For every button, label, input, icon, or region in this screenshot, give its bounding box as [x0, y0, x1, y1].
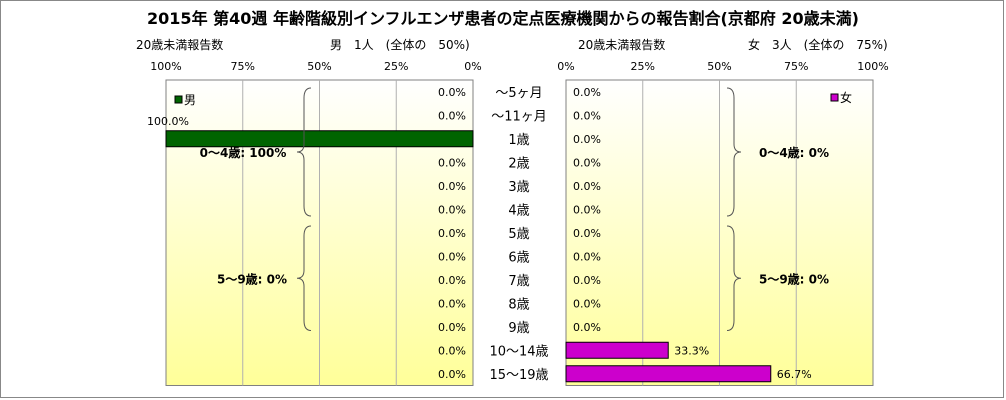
category-label: 2歳	[508, 156, 529, 171]
category-label: 1歳	[508, 133, 529, 148]
female-legend-label: 女	[840, 90, 852, 105]
category-label: 〜11ヶ月	[491, 109, 547, 124]
male-brace-0-4	[296, 87, 312, 217]
category-label: 4歳	[508, 203, 529, 218]
male-value-label: 0.0%	[438, 86, 466, 99]
category-label: 8歳	[508, 297, 529, 312]
female-value-label: 66.7%	[777, 368, 812, 381]
female-brace-0-4	[726, 87, 742, 217]
female-x-tick-label: 100%	[857, 60, 888, 73]
category-label: 6歳	[508, 250, 529, 265]
female-x-tick-label: 50%	[707, 60, 731, 73]
female-value-label: 0.0%	[573, 86, 601, 99]
female-value-label: 0.0%	[573, 250, 601, 263]
category-label: 9歳	[508, 321, 529, 336]
female-annotation-0-4: 0〜4歳: 0%	[759, 145, 829, 160]
category-label: 5歳	[508, 227, 529, 242]
male-brace-5-9	[296, 225, 312, 331]
female-header-total: 女 3人 (全体の 75%)	[748, 38, 888, 52]
female-x-tick-label: 75%	[784, 60, 808, 73]
male-value-label: 0.0%	[438, 227, 466, 240]
female-bar	[565, 341, 669, 359]
male-value-label: 0.0%	[438, 297, 466, 310]
female-value-label: 0.0%	[573, 274, 601, 287]
female-value-label: 0.0%	[573, 203, 601, 216]
female-x-tick-label: 0%	[557, 60, 574, 73]
female-value-label: 0.0%	[573, 133, 601, 146]
female-header-label: 20歳未満報告数	[578, 38, 666, 52]
female-x-tick-label: 25%	[631, 60, 655, 73]
female-annotation-5-9: 5〜9歳: 0%	[759, 271, 829, 286]
chart-title: 2015年 第40週 年齢階級別インフルエンザ患者の定点医療機関からの報告割合(…	[147, 9, 859, 28]
male-value-label: 0.0%	[438, 180, 466, 193]
female-value-label: 33.3%	[674, 344, 709, 357]
male-x-tick-label: 0%	[464, 60, 481, 73]
female-value-label: 0.0%	[573, 156, 601, 169]
male-value-label: 0.0%	[438, 109, 466, 122]
female-value-label: 0.0%	[573, 297, 601, 310]
male-value-label: 0.0%	[438, 274, 466, 287]
category-label: 7歳	[508, 274, 529, 289]
male-legend-swatch	[174, 95, 183, 104]
male-value-label: 0.0%	[438, 250, 466, 263]
male-x-tick-label: 100%	[150, 60, 181, 73]
male-value-label: 0.0%	[438, 156, 466, 169]
male-bar	[165, 130, 474, 148]
category-label: 〜5ヶ月	[495, 86, 542, 101]
male-x-tick-label: 75%	[231, 60, 255, 73]
male-annotation-0-4: 0〜4歳: 100%	[200, 145, 287, 160]
male-value-label: 0.0%	[438, 321, 466, 334]
male-value-label: 0.0%	[438, 344, 466, 357]
female-brace-5-9	[726, 225, 742, 331]
female-value-label: 0.0%	[573, 227, 601, 240]
female-value-label: 0.0%	[573, 180, 601, 193]
male-value-label: 100.0%	[147, 115, 189, 128]
male-x-tick-label: 50%	[307, 60, 331, 73]
male-header-label: 20歳未満報告数	[136, 38, 224, 52]
male-annotation-5-9: 5〜9歳: 0%	[217, 271, 287, 286]
category-label: 3歳	[508, 180, 529, 195]
female-bar	[565, 365, 772, 383]
female-value-label: 0.0%	[573, 321, 601, 334]
category-label: 10〜14歳	[489, 344, 548, 359]
male-header-total: 男 1人 (全体の 50%)	[330, 38, 470, 52]
male-legend-label: 男	[184, 93, 196, 107]
male-value-label: 0.0%	[438, 368, 466, 381]
male-value-label: 0.0%	[438, 203, 466, 216]
male-x-tick-label: 25%	[384, 60, 408, 73]
female-value-label: 0.0%	[573, 109, 601, 122]
category-label: 15〜19歳	[489, 368, 548, 383]
female-legend-swatch	[830, 93, 839, 102]
